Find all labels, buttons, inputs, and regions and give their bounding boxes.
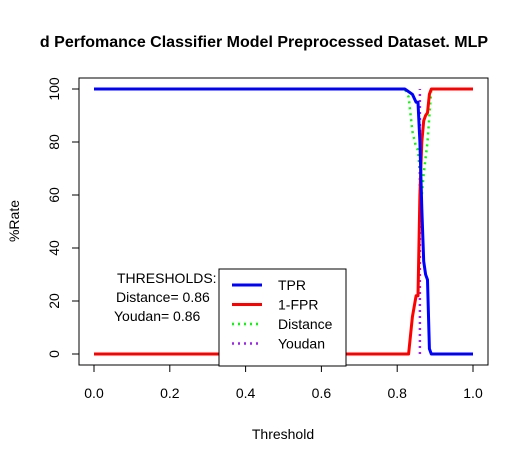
- threshold-annotation: THRESHOLDS: Distance= 0.86 Youdan= 0.86: [114, 270, 217, 324]
- y-tick-label: 80: [46, 134, 62, 150]
- x-tick-label: 0.8: [387, 385, 407, 401]
- series-line-tpr: [94, 87, 473, 356]
- series-line-distance: [94, 87, 473, 197]
- legend-label: Youdan: [278, 336, 325, 352]
- y-tick-label: 20: [46, 293, 62, 309]
- x-tick-label: 0.0: [84, 385, 104, 401]
- y-tick-label: 60: [46, 187, 62, 203]
- y-axis-label: %Rate: [6, 200, 22, 242]
- x-tick-label: 0.6: [312, 385, 332, 401]
- series-layer: [94, 87, 473, 356]
- chart-title: d Perfomance Classifier Model Preprocess…: [40, 34, 488, 51]
- legend-box: [218, 268, 347, 367]
- x-tick-label: 0.4: [236, 385, 256, 401]
- y-tick-label: 0: [46, 350, 62, 358]
- x-tick-label: 0.2: [160, 385, 180, 401]
- y-axis: 0 20 40 60 80 100: [46, 77, 80, 358]
- annotation-line-2: Distance= 0.86: [116, 289, 210, 305]
- annotation-line-3: Youdan= 0.86: [114, 308, 201, 324]
- legend-label: Distance: [278, 316, 333, 332]
- y-tick-label: 40: [46, 240, 62, 256]
- y-tick-label: 100: [46, 77, 62, 101]
- x-tick-label: 1.0: [463, 385, 483, 401]
- annotation-line-1: THRESHOLDS:: [117, 270, 217, 286]
- x-axis: 0.0 0.2 0.4 0.6 0.8 1.0: [84, 364, 483, 401]
- x-axis-label: Threshold: [252, 426, 314, 442]
- legend-label: 1-FPR: [278, 297, 318, 313]
- series-line-1-fpr: [94, 87, 473, 356]
- legend: TPR 1-FPR Distance Youdan: [218, 268, 347, 367]
- legend-label: TPR: [278, 277, 306, 293]
